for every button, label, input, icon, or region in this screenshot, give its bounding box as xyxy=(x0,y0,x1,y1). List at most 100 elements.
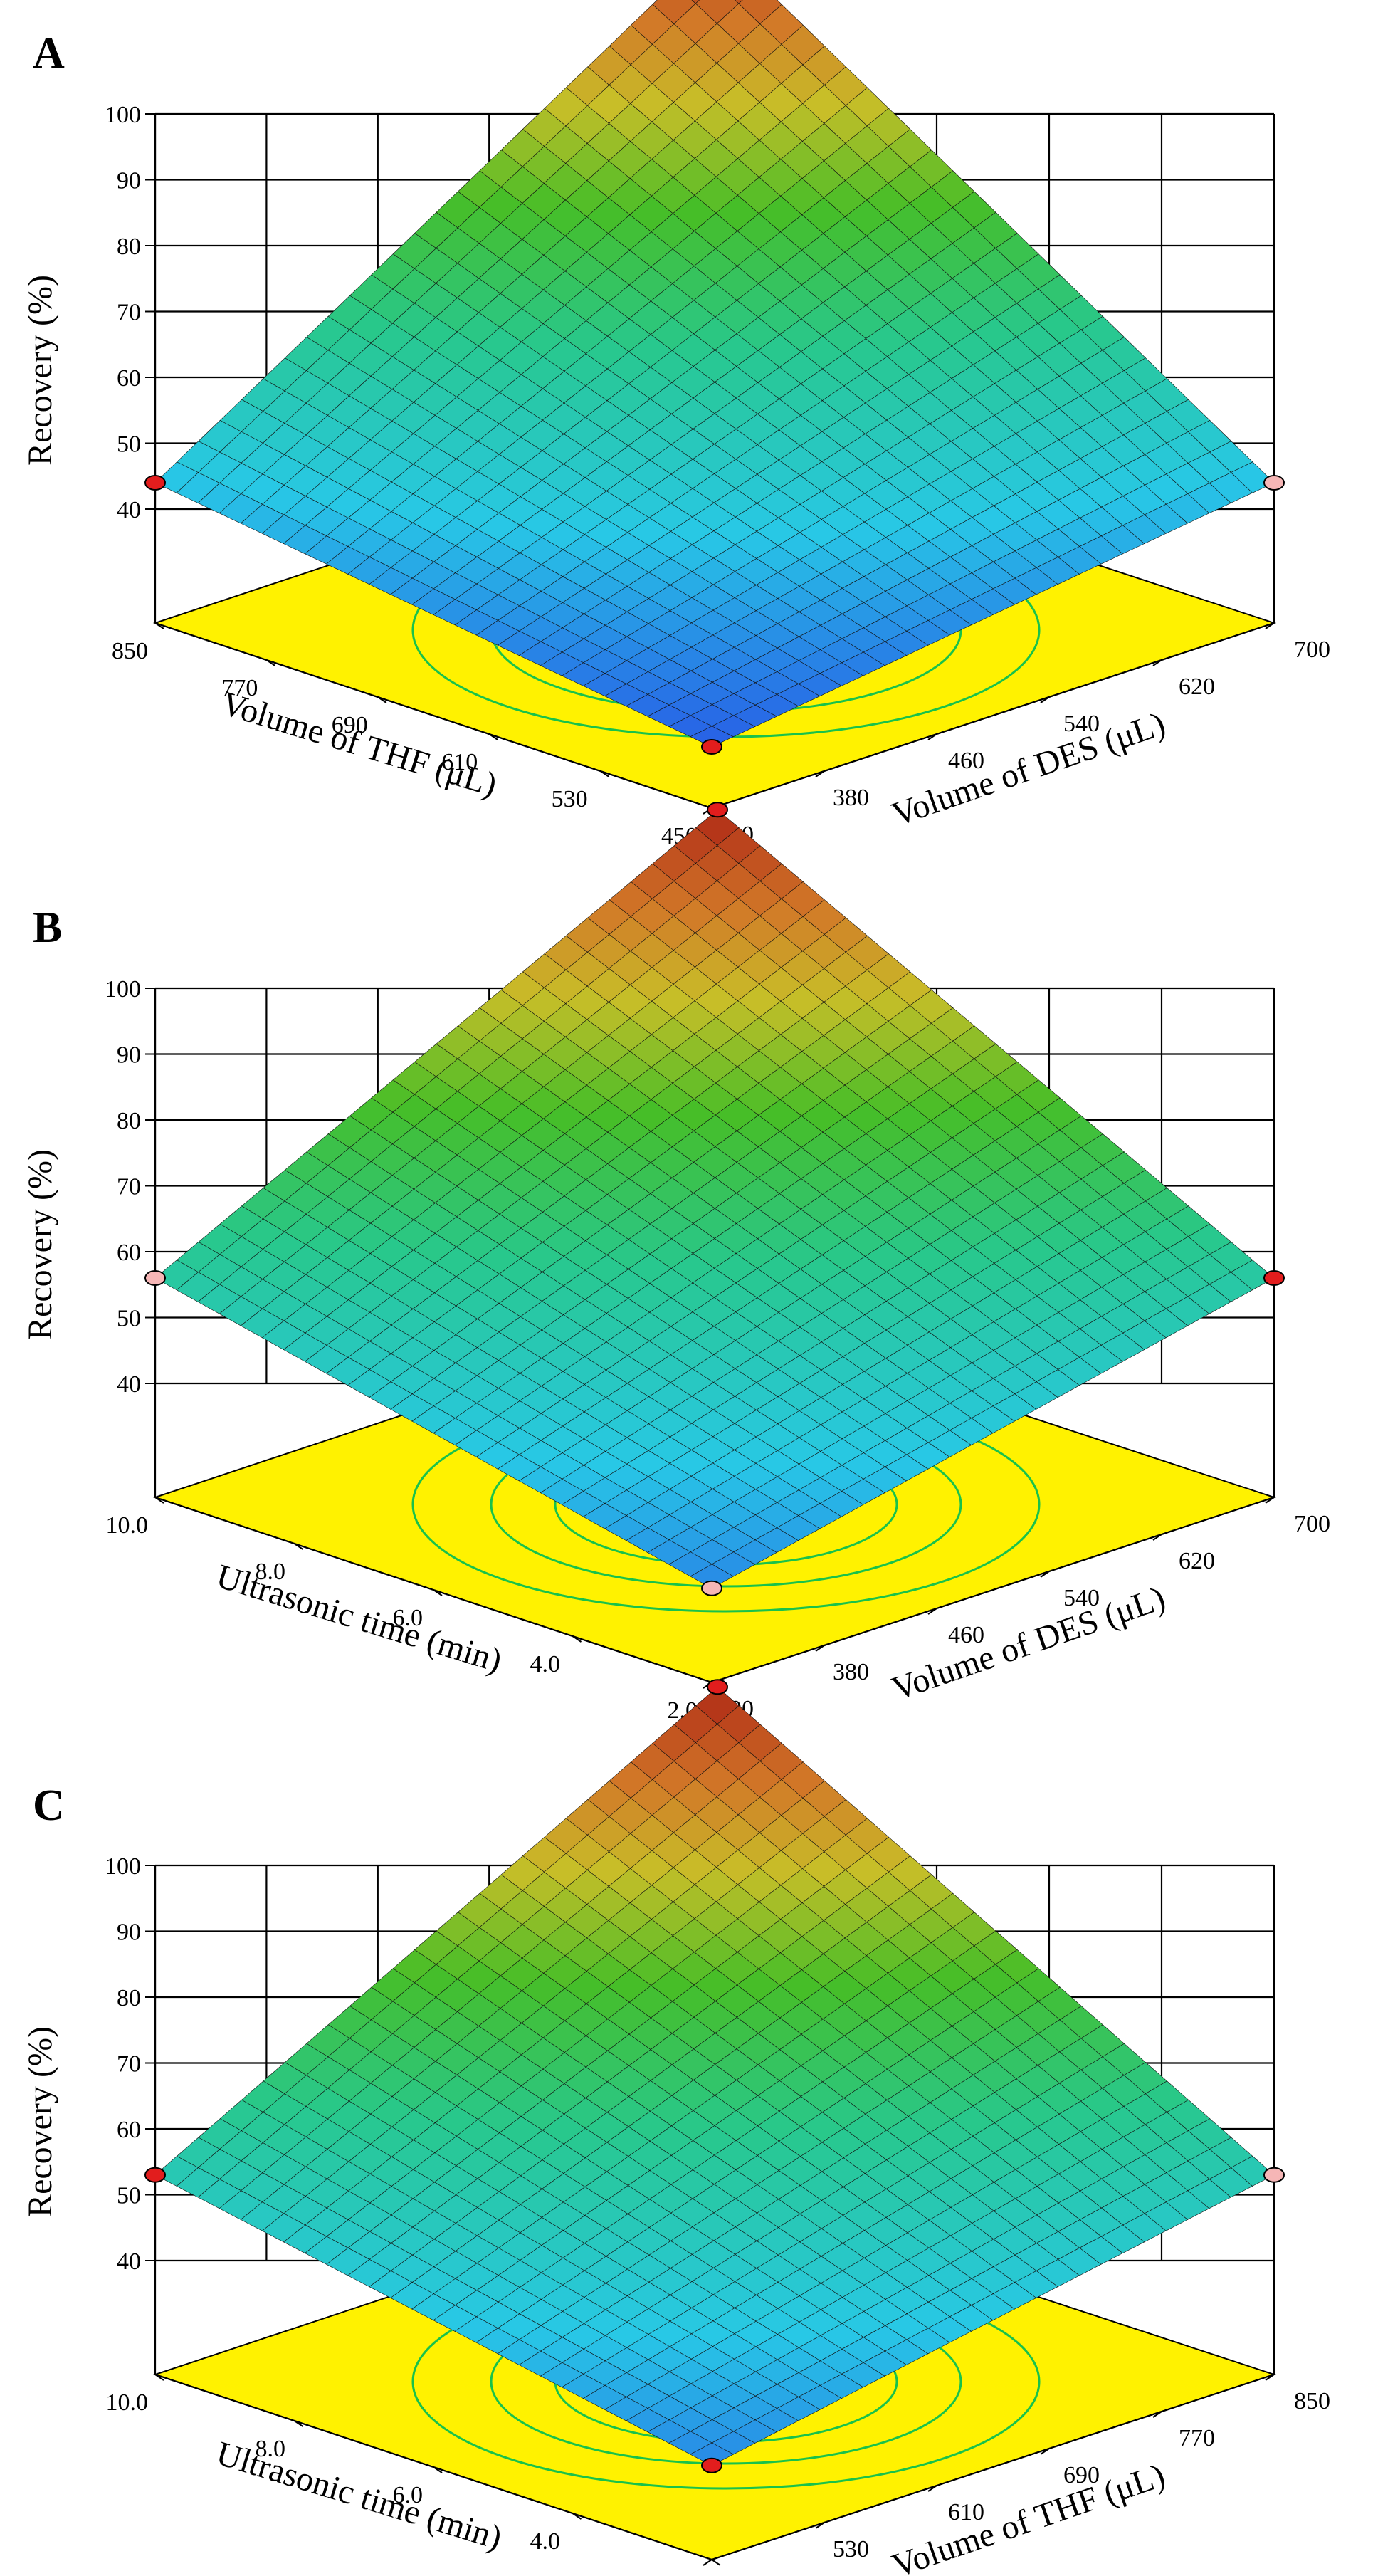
x-tick-label: 450 xyxy=(717,2573,754,2576)
x-tick-label: 380 xyxy=(833,785,869,811)
design-point xyxy=(144,2167,166,2183)
x-tick-label: 460 xyxy=(948,748,984,774)
x-tick-label: 540 xyxy=(1063,711,1100,737)
response-surface xyxy=(154,0,1275,748)
x-tick-mark xyxy=(1152,2411,1162,2418)
y-tick-label: 770 xyxy=(221,675,258,701)
x-tick-mark xyxy=(815,1645,825,1652)
y-tick-mark xyxy=(293,1543,304,1550)
y-tick-label: 690 xyxy=(332,712,368,738)
design-point xyxy=(707,1679,728,1695)
z-axis-title: Recovery (%) xyxy=(21,275,59,466)
x-tick-mark xyxy=(927,2485,937,2492)
z-tick-label: 100 xyxy=(105,976,141,1002)
y-tick-label: 10.0 xyxy=(106,1512,149,1539)
y-tick-label: 6.0 xyxy=(393,2482,424,2508)
z-tick-label: 40 xyxy=(117,1371,141,1398)
y-tick-label: 530 xyxy=(552,786,588,812)
y-tick-label: 4.0 xyxy=(530,2528,561,2555)
x-tick-mark xyxy=(1152,1534,1162,1541)
z-tick-label: 100 xyxy=(105,102,141,128)
x-tick-mark xyxy=(1265,2374,1275,2381)
z-tick-label: 60 xyxy=(117,1240,141,1266)
x-tick-label: 610 xyxy=(948,2499,984,2525)
x-tick-label: 620 xyxy=(1179,1548,1215,1574)
y-tick-label: 10.0 xyxy=(106,2389,149,2416)
x-tick-mark xyxy=(1040,1571,1050,1578)
z-tick-label: 80 xyxy=(117,234,141,260)
y-tick-mark xyxy=(572,1635,582,1643)
z-tick-label: 70 xyxy=(117,1174,141,1200)
design-point xyxy=(701,739,722,755)
y-tick-mark xyxy=(377,696,387,703)
y-tick-label: 610 xyxy=(441,749,478,775)
z-tick-label: 80 xyxy=(117,1108,141,1134)
x-tick-label: 460 xyxy=(948,1622,984,1648)
design-point xyxy=(701,1580,722,1596)
z-tick-label: 50 xyxy=(117,2183,141,2209)
design-point xyxy=(701,2457,722,2473)
y-tick-mark xyxy=(433,1589,443,1596)
y-tick-mark xyxy=(600,770,610,777)
y-tick-mark xyxy=(293,2420,304,2427)
y-tick-label: 6.0 xyxy=(393,1605,424,1631)
x-tick-label: 380 xyxy=(833,1659,869,1685)
design-point xyxy=(1263,2167,1285,2183)
y-tick-label: 4.0 xyxy=(530,1651,561,1677)
z-tick-label: 70 xyxy=(117,300,141,326)
panel-letter: B xyxy=(33,904,62,952)
x-tick-label: 850 xyxy=(1294,2388,1330,2414)
x-tick-label: 690 xyxy=(1063,2462,1100,2488)
x-tick-mark xyxy=(927,733,937,740)
y-tick-mark xyxy=(488,733,498,740)
y-tick-label: 2.0 xyxy=(668,2575,698,2576)
z-tick-label: 90 xyxy=(117,1920,141,1946)
panel-letter: A xyxy=(33,29,65,78)
x-tick-mark xyxy=(815,2522,825,2529)
design-point xyxy=(144,475,166,491)
surface-patch xyxy=(691,0,700,4)
z-tick-label: 60 xyxy=(117,365,141,392)
x-tick-label: 700 xyxy=(1294,637,1330,663)
y-tick-mark xyxy=(711,2559,721,2566)
z-tick-label: 100 xyxy=(105,1853,141,1880)
y-tick-label: 8.0 xyxy=(256,2436,286,2462)
design-point xyxy=(1263,1270,1285,1286)
x-axis-line xyxy=(711,1496,1275,1684)
x-axis-line xyxy=(711,2373,1275,2561)
x-axis-line xyxy=(711,622,1275,810)
x-tick-mark xyxy=(1265,1497,1275,1504)
response-surface xyxy=(154,1686,1275,2466)
z-tick-label: 60 xyxy=(117,2117,141,2143)
x-tick-mark xyxy=(1040,2448,1050,2455)
y-tick-mark xyxy=(154,622,164,629)
response-surface xyxy=(154,809,1275,1589)
z-tick-label: 50 xyxy=(117,431,141,458)
x-tick-mark xyxy=(1040,696,1050,703)
x-tick-mark xyxy=(1152,659,1162,666)
x-tick-mark xyxy=(927,1608,937,1615)
design-point xyxy=(707,802,728,818)
surface-patch xyxy=(735,0,743,4)
panel-letter: C xyxy=(33,1781,65,1830)
y-tick-mark xyxy=(154,2374,164,2381)
z-axis-title: Recovery (%) xyxy=(21,1149,59,1340)
y-tick-mark xyxy=(265,659,275,666)
y-tick-mark xyxy=(572,2513,582,2520)
z-tick-label: 40 xyxy=(117,2248,141,2275)
x-tick-label: 540 xyxy=(1063,1585,1100,1611)
z-tick-label: 90 xyxy=(117,1042,141,1069)
x-tick-label: 700 xyxy=(1294,1511,1330,1537)
x-tick-label: 770 xyxy=(1179,2425,1215,2451)
y-tick-mark xyxy=(433,2466,443,2473)
y-tick-mark xyxy=(154,1497,164,1504)
x-tick-label: 620 xyxy=(1179,674,1215,700)
z-tick-label: 90 xyxy=(117,168,141,194)
x-tick-label: 530 xyxy=(833,2536,869,2562)
z-tick-label: 70 xyxy=(117,2051,141,2078)
y-axis-line xyxy=(154,622,712,810)
surface-patch xyxy=(690,726,735,748)
